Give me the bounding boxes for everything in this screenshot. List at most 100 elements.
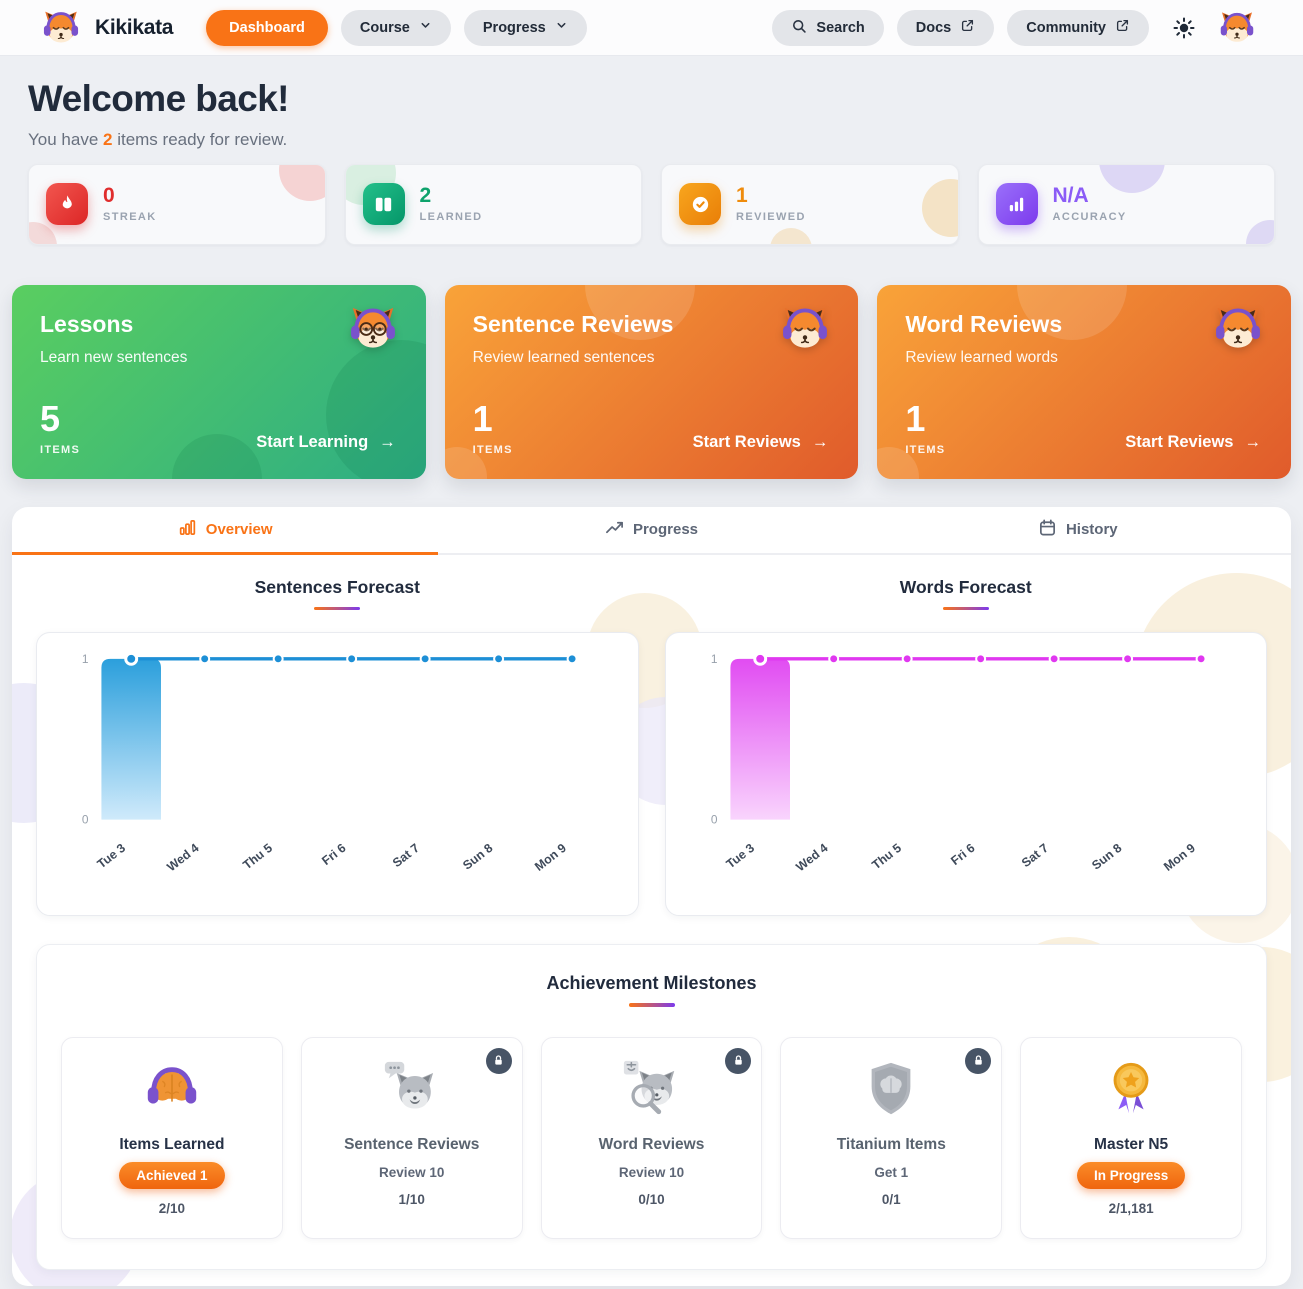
- welcome-subtitle: You have 2 items ready for review.: [28, 129, 288, 149]
- bar-chart-icon: [178, 518, 197, 541]
- svg-text:1: 1: [710, 652, 717, 666]
- achievement-title: Sentence Reviews: [344, 1135, 480, 1153]
- learned-stat-card: 2 LEARNED: [344, 163, 642, 245]
- chevron-down-icon: [419, 19, 432, 36]
- navbar: Kikikata Dashboard Course Progress Searc…: [0, 0, 1303, 56]
- sentence-reviews-card[interactable]: Sentence Reviews Review learned sentence…: [444, 284, 859, 479]
- achievement-sentence-reviews[interactable]: Sentence Reviews Review 10 1/10: [300, 1036, 523, 1239]
- svg-text:Thu 5: Thu 5: [240, 841, 275, 872]
- svg-text:0: 0: [710, 813, 717, 827]
- sentence-reviews-title: Sentence Reviews: [472, 310, 674, 337]
- svg-text:Tue 3: Tue 3: [95, 841, 129, 871]
- achievements-row: Items Learned Achieved 1 2/10 Sentence: [61, 1036, 1242, 1239]
- badge-check-icon: [679, 183, 721, 226]
- achievement-word-reviews[interactable]: Word Reviews Review 10 0/10: [540, 1036, 763, 1239]
- svg-text:Mon 9: Mon 9: [1161, 841, 1198, 874]
- nav-course-label: Course: [359, 19, 410, 36]
- nav-search-button[interactable]: Search: [772, 9, 884, 46]
- arrow-right-icon: →: [1244, 432, 1261, 451]
- achievement-subtitle: Get 1: [874, 1164, 909, 1180]
- words-forecast-chart: 0 1 Tue 3 Wed 4 Thu 5 Fri 6 Sat 7 Sun 8 Mon 9: [664, 632, 1267, 917]
- nav-community-button[interactable]: Community: [1007, 9, 1149, 46]
- in-progress-badge: In Progress: [1076, 1161, 1186, 1189]
- flame-icon: [46, 183, 88, 226]
- svg-text:0: 0: [82, 813, 89, 827]
- sentences-forecast-title: Sentences Forecast: [254, 576, 420, 597]
- dashboard-tab-panel: Overview Progress History Sentences Fore…: [12, 506, 1291, 1286]
- sentence-reviews-subtitle: Review learned sentences: [472, 348, 655, 366]
- svg-text:Fri 6: Fri 6: [948, 841, 977, 868]
- nav-course-dropdown[interactable]: Course: [340, 9, 451, 46]
- decorative-blob: [770, 227, 812, 244]
- word-reviews-title: Word Reviews: [905, 310, 1063, 337]
- decorative-blob: [172, 433, 262, 479]
- nav-docs-button[interactable]: Docs: [896, 9, 995, 46]
- learned-label: LEARNED: [419, 210, 483, 223]
- app-logo-fox-icon: [40, 8, 82, 48]
- decorative-blob: [1246, 219, 1275, 244]
- tab-overview-label: Overview: [205, 521, 273, 539]
- tab-history[interactable]: History: [865, 507, 1291, 553]
- nav-community-label: Community: [1026, 19, 1106, 36]
- achievements-section: Achievement Milestones: [36, 944, 1267, 1270]
- arrow-right-icon: →: [379, 432, 396, 451]
- svg-text:Fri 6: Fri 6: [319, 841, 348, 868]
- start-sentence-reviews-button[interactable]: Start Reviews →: [692, 432, 829, 451]
- lessons-subtitle: Learn new sentences: [40, 348, 188, 366]
- nav-progress-label: Progress: [482, 19, 546, 36]
- achievement-progress: 0/10: [638, 1191, 665, 1207]
- achievement-master-n5[interactable]: Master N5 In Progress 2/1,181: [1020, 1036, 1242, 1239]
- achievement-title: Master N5: [1094, 1135, 1169, 1153]
- streak-label: STREAK: [103, 210, 157, 223]
- achievement-subtitle: Review 10: [379, 1164, 445, 1180]
- review-count: 2: [103, 129, 113, 149]
- nav-search-label: Search: [816, 19, 865, 36]
- bar-chart-icon: [995, 183, 1038, 226]
- nav-dashboard-label: Dashboard: [229, 19, 305, 36]
- achievement-titanium-items[interactable]: Titanium Items Get 1 0/1: [780, 1036, 1003, 1239]
- nav-dashboard-button[interactable]: Dashboard: [206, 9, 328, 46]
- sentence-reviews-count: 1: [472, 397, 493, 439]
- svg-text:Mon 9: Mon 9: [532, 841, 569, 874]
- tab-history-label: History: [1065, 521, 1118, 539]
- arrow-right-icon: →: [811, 432, 829, 451]
- words-forecast-title: Words Forecast: [899, 576, 1032, 597]
- tab-progress-label: Progress: [632, 521, 699, 539]
- title-underline: [314, 606, 361, 611]
- brand-title: Kikikata: [95, 15, 174, 39]
- lessons-card[interactable]: Lessons Learn new sentences 5 ITEMS Star…: [12, 284, 426, 479]
- sentence-reviews-unit: ITEMS: [472, 443, 513, 456]
- lock-icon: [965, 1047, 992, 1074]
- svg-text:Tue 3: Tue 3: [723, 841, 757, 871]
- title-underline: [942, 606, 989, 611]
- start-word-reviews-button[interactable]: Start Reviews →: [1125, 432, 1261, 451]
- theme-toggle-sun-icon[interactable]: [1170, 14, 1198, 42]
- title-underline: [628, 1003, 675, 1007]
- reviewed-stat-card: 1 REVIEWED: [661, 163, 959, 245]
- fox-glasses-mascot-icon: [346, 302, 400, 356]
- reviewed-value: 1: [736, 183, 748, 207]
- nav-progress-dropdown[interactable]: Progress: [463, 9, 587, 46]
- accuracy-value: N/A: [1052, 183, 1089, 207]
- fox-speech-icon: [312, 1058, 512, 1122]
- user-avatar[interactable]: [1217, 8, 1257, 48]
- decorative-blob: [921, 178, 958, 237]
- tab-progress[interactable]: Progress: [438, 507, 864, 553]
- achievement-progress: 0/1: [881, 1191, 901, 1207]
- shield-brain-icon: [791, 1058, 991, 1122]
- achievement-items-learned[interactable]: Items Learned Achieved 1 2/10: [61, 1036, 283, 1239]
- main-content: Welcome back! You have 2 items ready for…: [0, 56, 1303, 1286]
- action-cards-row: Lessons Learn new sentences 5 ITEMS Star…: [12, 284, 1291, 479]
- decorative-blob: [278, 164, 325, 201]
- chevron-down-icon: [555, 19, 568, 36]
- word-reviews-card[interactable]: Word Reviews Review learned words 1 ITEM…: [877, 284, 1291, 479]
- book-icon: [362, 183, 405, 226]
- achievement-progress: 2/1,181: [1108, 1200, 1154, 1216]
- svg-text:Sat 7: Sat 7: [390, 841, 422, 870]
- trending-up-icon: [605, 518, 624, 541]
- start-learning-button[interactable]: Start Learning →: [256, 432, 396, 451]
- accuracy-label: ACCURACY: [1052, 210, 1127, 223]
- words-forecast-section: Words Forecast 0 1 Tue 3 Wed 4 Thu 5 Fri 6 Sat…: [664, 576, 1267, 917]
- tab-overview[interactable]: Overview: [12, 507, 439, 555]
- streak-stat-card: 0 STREAK: [28, 163, 326, 245]
